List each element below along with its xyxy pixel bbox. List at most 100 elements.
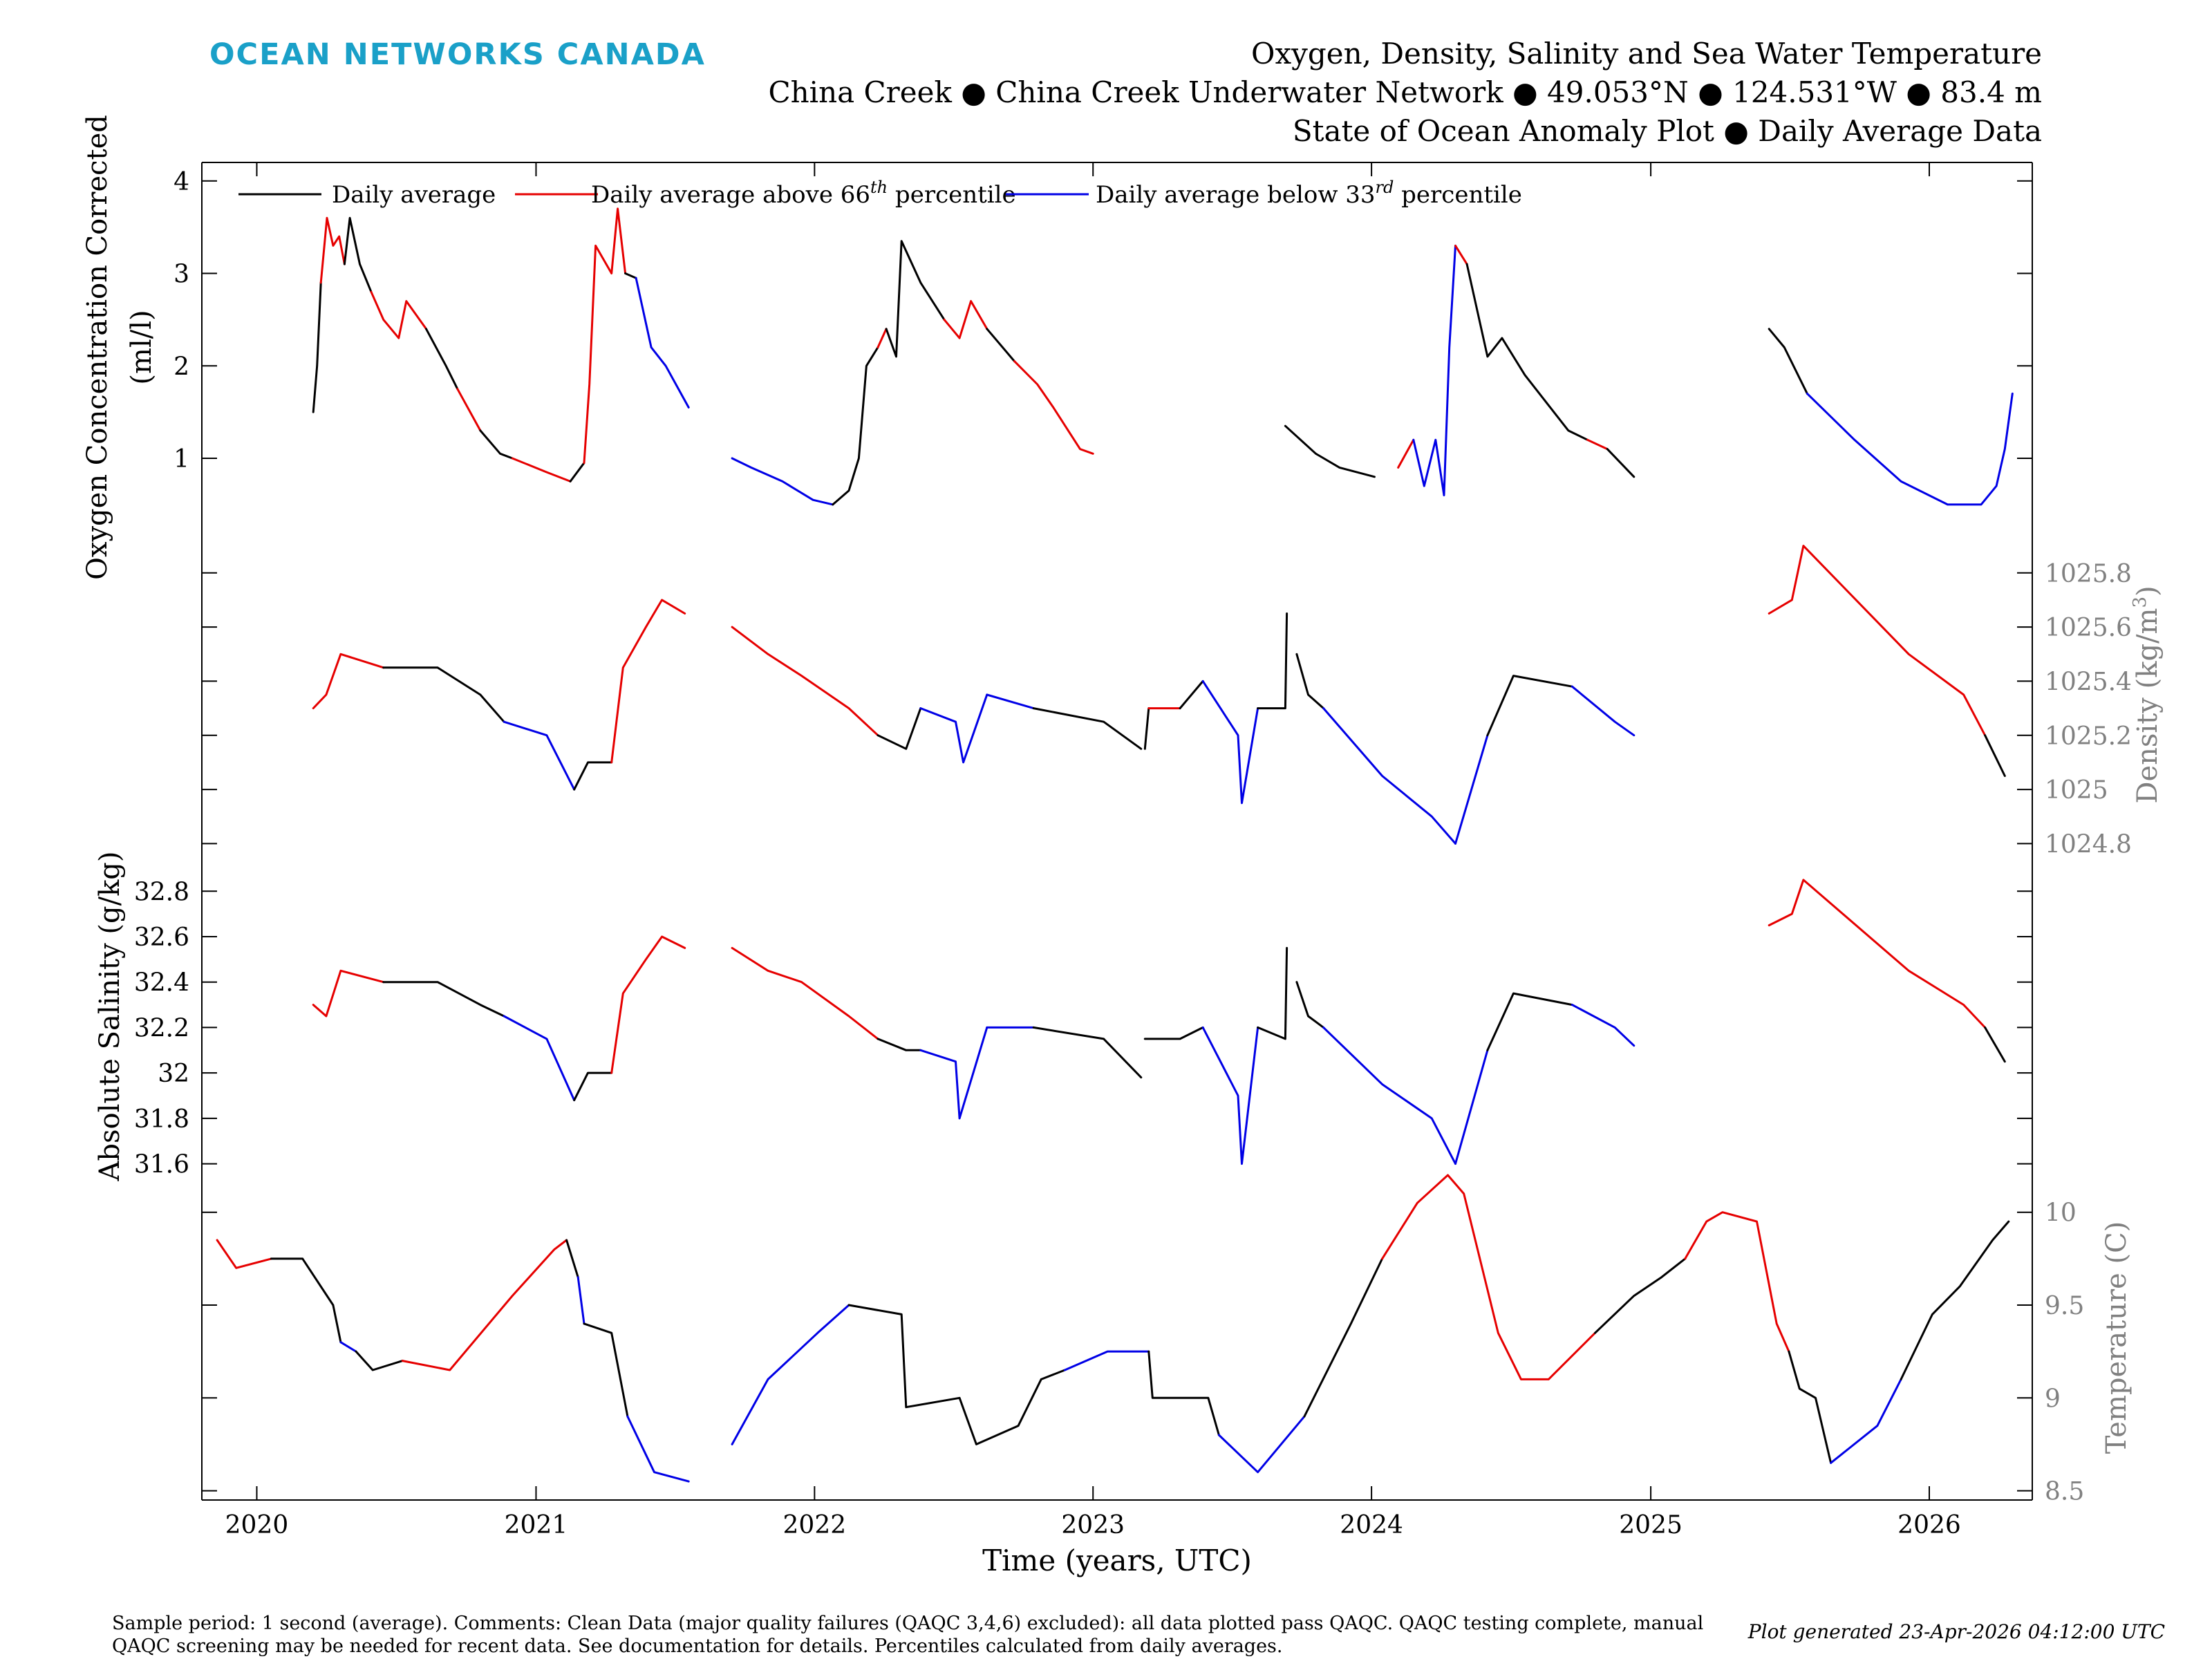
series-density-avg (877, 707, 922, 750)
legend-label-above: Daily average above 66th percentile (591, 178, 1016, 209)
series-temperature-below (1830, 1378, 1902, 1464)
x-tick-label: 2025 (1619, 1511, 1683, 1539)
series-salinity-below (919, 1026, 988, 1120)
series-temperature-above (401, 1239, 568, 1371)
series-temperature-avg (1900, 1220, 2010, 1380)
series-salinity-above (610, 935, 686, 1074)
series-density-avg (573, 761, 613, 791)
series-salinity-avg (573, 1071, 613, 1102)
y-label-salinity: Absolute Salinity (g/kg) (94, 851, 126, 1181)
y-tick-label-salinity: 31.6 (134, 1151, 189, 1179)
series-temperature-below (339, 1341, 357, 1353)
series-density-avg (1179, 679, 1204, 710)
y-tick-label-temperature: 9 (2045, 1385, 2061, 1413)
series-oxygen-avg (343, 216, 373, 293)
series-density-above (1768, 545, 1987, 737)
series-oxygen-below (1412, 244, 1456, 496)
footer-line-2: QAQC screening may be needed for recent … (112, 1635, 1283, 1657)
series-oxygen-avg (1284, 424, 1376, 478)
panel-salinity: 31.6 31.8 32 32.2 32.4 32.6 32.8 Absolute Salin… (94, 851, 2032, 1182)
series-density-avg (382, 666, 505, 723)
series-density-above (610, 599, 686, 764)
y-label-oxygen: Oxygen Concentration Corrected (82, 115, 113, 580)
series-oxygen-below (731, 457, 834, 506)
plot-subtitle: State of Ocean Anomaly Plot ● Daily Aver… (1292, 114, 2042, 148)
series-salinity-below (1201, 1026, 1259, 1165)
series-oxygen-above (1013, 360, 1094, 455)
series-oxygen-below (635, 276, 690, 409)
series-density-below (986, 693, 1035, 710)
series-oxygen-above (1454, 244, 1468, 265)
series-oxygen-above (943, 300, 988, 339)
series-salinity-below (1454, 1049, 1489, 1165)
series-oxygen-avg (1606, 448, 1635, 478)
plot-location: China Creek ● China Creek Underwater Net… (768, 75, 2042, 109)
x-axis-label: Time (years, UTC) (982, 1544, 1252, 1577)
y-label-density: Density (kg/m3) (2130, 585, 2164, 803)
series-density-above (312, 653, 385, 710)
series-density-avg (1032, 707, 1143, 750)
series-density-avg (1257, 612, 1288, 710)
series-salinity-above (731, 946, 879, 1040)
series-salinity-avg (1143, 1026, 1204, 1040)
x-tick-label: 2021 (505, 1511, 568, 1539)
y-tick-label-density: 1025.8 (2045, 560, 2132, 588)
plot-title-block: Oxygen, Density, Salinity and Sea Water … (768, 35, 2042, 151)
series-temperature-above (1684, 1211, 1790, 1353)
y-tick-label-oxygen: 2 (174, 353, 189, 381)
series-oxygen-avg (479, 429, 514, 460)
x-tick-label: 2020 (225, 1511, 289, 1539)
y-tick-label-temperature: 9.5 (2045, 1292, 2084, 1320)
series-oxygen-avg (986, 328, 1015, 363)
y-tick-label-temperature: 8.5 (2045, 1478, 2084, 1506)
series-salinity-avg (1257, 946, 1288, 1040)
series-density-avg (1486, 675, 1573, 737)
panel-density: 1024.8 1025 1025.2 1025.4 1025.6 1025.8Densit… (202, 532, 2164, 859)
y-tick-label-density: 1025 (2045, 776, 2108, 805)
series-temperature-above (1381, 1174, 1596, 1380)
footer-line-1: Sample period: 1 second (average). Comme… (112, 1613, 1704, 1634)
y-tick-label-salinity: 32.4 (134, 969, 189, 997)
series-oxygen-above (1586, 438, 1609, 451)
series-salinity-below (1322, 1026, 1456, 1165)
y-tick-label-salinity: 32.8 (134, 878, 189, 906)
series-temperature-avg (270, 1257, 342, 1344)
series-density-above (731, 626, 879, 737)
series-temperature-below (577, 1276, 585, 1325)
chart-legend: Daily average Daily average above 66th pe… (238, 178, 1522, 209)
y-label-oxygen-units: (ml/l) (126, 310, 158, 384)
footer-notes: Sample period: 1 second (average). Comme… (112, 1612, 1771, 1658)
onc-logo: OCEAN NETWORKS CANADA (209, 37, 706, 72)
series-salinity-avg (382, 981, 505, 1018)
y-tick-label-density: 1025.2 (2045, 722, 2132, 751)
series-oxygen-avg (885, 240, 946, 358)
y-tick-label-salinity: 31.8 (134, 1105, 189, 1134)
series-density-below (919, 693, 988, 764)
series-salinity-avg (1295, 981, 1325, 1029)
series-oxygen-avg (624, 272, 637, 279)
y-tick-label-oxygen: 4 (174, 168, 189, 196)
x-tick-label: 2023 (1061, 1511, 1125, 1539)
series-salinity-below (503, 1015, 576, 1102)
series-temperature-below (626, 1415, 690, 1483)
series-density-avg (1295, 653, 1325, 710)
series-salinity-above (312, 969, 385, 1018)
x-tick-label: 2026 (1897, 1511, 1961, 1539)
series-density-below (1201, 679, 1259, 805)
y-tick-label-oxygen: 3 (174, 261, 189, 289)
y-tick-label-temperature: 10 (2045, 1199, 2077, 1228)
y-tick-label-salinity: 32.2 (134, 1014, 189, 1042)
series-oxygen-above (370, 290, 427, 339)
series-oxygen-above (319, 216, 346, 284)
x-tick-label: 2024 (1340, 1511, 1403, 1539)
series-oxygen-above (877, 328, 888, 348)
series-salinity-avg (1984, 1026, 2006, 1063)
series-temperature-avg (355, 1350, 404, 1371)
series-temperature-below (731, 1304, 850, 1445)
x-tick-label: 2022 (783, 1511, 847, 1539)
plot-title: Oxygen, Density, Salinity and Sea Water … (1251, 37, 2042, 71)
series-salinity-avg (1032, 1026, 1143, 1079)
series-oxygen-avg (1768, 328, 1808, 395)
panel-temperature: 8.5 9 9.5 10 Temperature (C) (202, 1174, 2133, 1506)
